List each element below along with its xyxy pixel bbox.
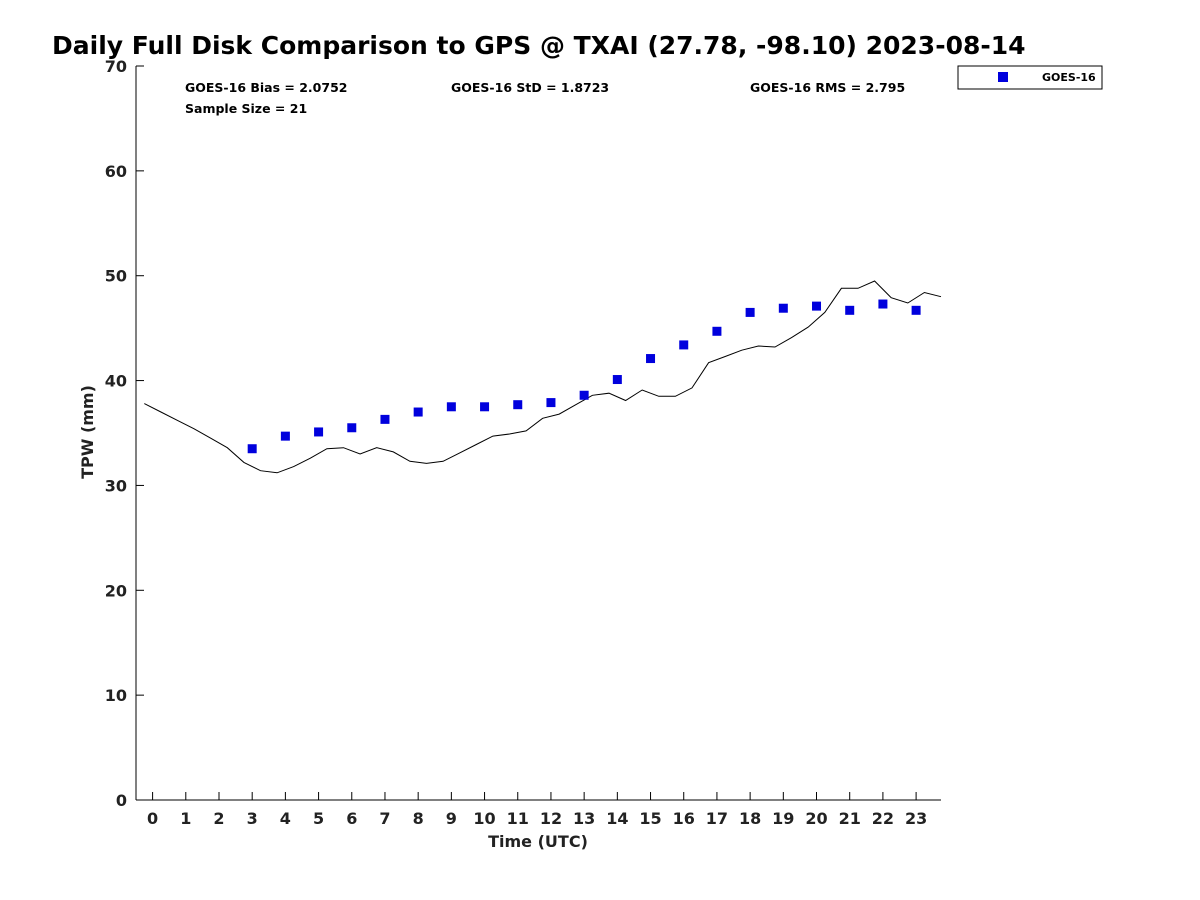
x-tick-label: 15 <box>639 809 661 828</box>
goes16-point <box>911 305 921 315</box>
y-tick-label: 70 <box>105 57 127 76</box>
y-ticks: 0 10 20 30 40 50 60 70 <box>105 57 144 810</box>
y-tick-label: 60 <box>105 162 127 181</box>
x-tick-label: 10 <box>473 809 495 828</box>
goes16-point <box>878 299 888 309</box>
gps-tpw-line <box>144 280 942 474</box>
x-tick-label: 3 <box>247 809 258 828</box>
x-tick-label: 5 <box>313 809 324 828</box>
x-tick-label: 11 <box>507 809 529 828</box>
y-axis-label: TPW (mm) <box>78 385 97 479</box>
plot-area <box>144 280 942 474</box>
x-tick-label: 14 <box>606 809 628 828</box>
goes16-point <box>247 444 257 454</box>
y-tick-label: 40 <box>105 372 127 391</box>
goes16-point <box>480 402 490 412</box>
goes16-point <box>380 414 390 424</box>
stat-sample-size: Sample Size = 21 <box>185 101 307 116</box>
goes16-point <box>579 390 589 400</box>
goes16-point <box>712 326 722 336</box>
y-tick-label: 0 <box>116 791 127 810</box>
goes16-point <box>812 301 822 311</box>
axes <box>135 66 941 801</box>
goes16-point <box>513 400 523 410</box>
stat-bias: GOES-16 Bias = 2.0752 <box>185 80 347 95</box>
goes16-point <box>646 354 656 364</box>
x-axis-label: Time (UTC) <box>488 832 588 851</box>
goes16-point <box>280 431 290 441</box>
goes16-point <box>347 423 357 433</box>
x-tick-label: 2 <box>213 809 224 828</box>
x-tick-label: 20 <box>805 809 827 828</box>
goes16-point <box>413 407 423 417</box>
x-tick-label: 9 <box>446 809 457 828</box>
legend-label: GOES-16 <box>1042 71 1096 84</box>
x-tick-label: 16 <box>673 809 695 828</box>
goes16-point <box>745 307 755 317</box>
legend-marker <box>998 72 1008 82</box>
x-tick-label: 0 <box>147 809 158 828</box>
goes16-point <box>446 402 456 412</box>
goes16-point <box>612 375 622 385</box>
x-tick-label: 8 <box>413 809 424 828</box>
x-tick-label: 18 <box>739 809 761 828</box>
x-tick-label: 1 <box>180 809 191 828</box>
goes16-point <box>845 305 855 315</box>
stat-std: GOES-16 StD = 1.8723 <box>451 80 609 95</box>
y-tick-label: 20 <box>105 581 127 600</box>
goes16-point <box>546 398 556 408</box>
x-tick-label: 17 <box>706 809 728 828</box>
legend: GOES-16 <box>957 65 1103 90</box>
x-tick-label: 23 <box>905 809 927 828</box>
stat-rms: GOES-16 RMS = 2.795 <box>750 80 905 95</box>
x-tick-label: 21 <box>839 809 861 828</box>
y-tick-label: 10 <box>105 686 127 705</box>
y-tick-label: 30 <box>105 476 127 495</box>
x-tick-label: 4 <box>280 809 291 828</box>
goes16-point <box>778 303 788 313</box>
goes16-point <box>679 340 689 350</box>
x-tick-label: 13 <box>573 809 595 828</box>
x-ticks: 0 1 2 3 4 5 6 7 8 9 10 11 12 13 14 15 16 17 18 19 20 21 22 23 <box>147 792 927 828</box>
x-tick-label: 7 <box>379 809 390 828</box>
x-tick-label: 12 <box>540 809 562 828</box>
chart-title: Daily Full Disk Comparison to GPS @ TXAI… <box>52 31 1026 60</box>
legend-box <box>957 65 1103 90</box>
stats-panel: GOES-16 Bias = 2.0752 GOES-16 StD = 1.87… <box>185 80 905 116</box>
x-tick-label: 6 <box>346 809 357 828</box>
y-tick-label: 50 <box>105 267 127 286</box>
x-tick-label: 19 <box>772 809 794 828</box>
x-tick-label: 22 <box>872 809 894 828</box>
goes16-point <box>314 427 324 437</box>
